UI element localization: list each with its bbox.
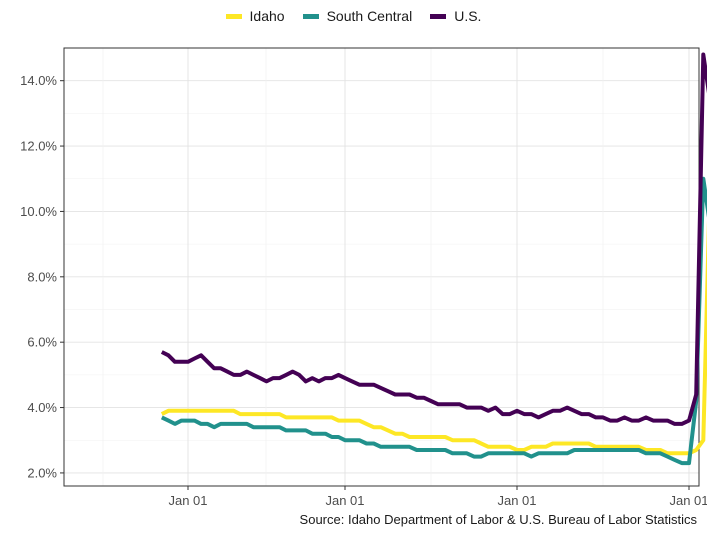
legend-item-us: U.S. (430, 8, 481, 24)
y-tick-label: 6.0% (27, 335, 57, 350)
y-tick-label: 2.0% (27, 465, 57, 480)
legend: Idaho South Central U.S. (0, 8, 707, 24)
y-tick-label: 14.0% (20, 73, 57, 88)
legend-label-us: U.S. (454, 8, 482, 24)
x-tick-label: Jan 01 (669, 493, 707, 508)
legend-swatch-south-central (302, 13, 319, 19)
source-caption: Source: Idaho Department of Labor & U.S.… (299, 512, 697, 527)
series-line-u-s (160, 52, 707, 426)
legend-label-idaho: Idaho (249, 8, 285, 24)
y-tick-label: 12.0% (20, 139, 57, 154)
x-tick-label: Jan 01 (497, 493, 536, 508)
y-tick-label: 8.0% (27, 269, 57, 284)
plot-panel (64, 48, 699, 486)
legend-swatch-idaho (225, 13, 242, 19)
x-tick-label: Jan 01 (168, 493, 207, 508)
legend-item-idaho: Idaho (225, 8, 285, 24)
series-line-idaho (160, 220, 707, 456)
legend-item-south-central: South Central (302, 8, 413, 24)
y-tick-label: 4.0% (27, 400, 57, 415)
legend-label-south-central: South Central (326, 8, 413, 24)
x-tick-label: Jan 01 (325, 493, 364, 508)
legend-swatch-us (430, 13, 447, 19)
y-tick-label: 10.0% (20, 204, 57, 219)
series-line-south-central (160, 176, 707, 466)
